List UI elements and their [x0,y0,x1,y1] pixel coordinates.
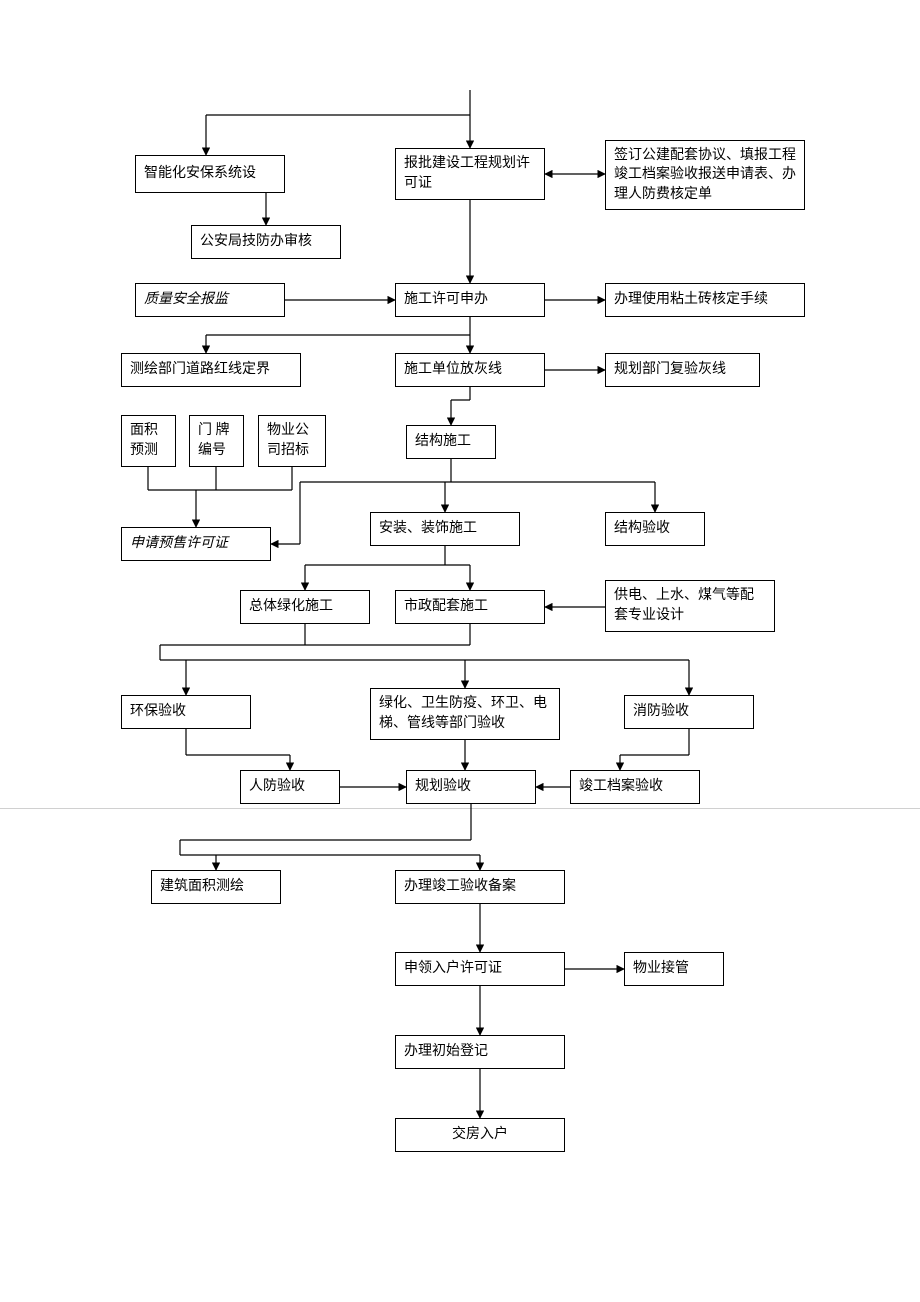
node-n17: 结构验收 [605,512,705,546]
node-n5: 质量安全报监 [135,283,285,317]
node-label: 报批建设工程规划许可证 [404,154,536,193]
node-label: 测绘部门道路红线定界 [130,360,270,380]
node-label: 规划部门复验灰线 [614,360,726,380]
node-label: 物业公司招标 [267,421,317,460]
node-label: 安装、装饰施工 [379,519,477,539]
node-n15: 申请预售许可证 [121,527,271,561]
node-n21: 环保验收 [121,695,251,729]
node-label: 供电、上水、煤气等配套专业设计 [614,586,766,625]
node-n28: 办理竣工验收备案 [395,870,565,904]
node-label: 结构施工 [415,432,471,452]
node-label: 交房入户 [452,1125,508,1145]
node-label: 总体绿化施工 [249,597,333,617]
node-n13: 物业公司招标 [258,415,326,467]
node-label: 物业接管 [633,959,689,979]
node-n23: 消防验收 [624,695,754,729]
node-label: 市政配套施工 [404,597,488,617]
node-n2: 报批建设工程规划许可证 [395,148,545,200]
node-label: 结构验收 [614,519,670,539]
node-label: 质量安全报监 [144,290,228,310]
node-n22: 绿化、卫生防疫、环卫、电梯、管线等部门验收 [370,688,560,740]
node-label: 申请预售许可证 [130,534,228,554]
node-n12: 门 牌编号 [189,415,244,467]
node-label: 规划验收 [415,777,471,797]
node-label: 建筑面积测绘 [160,877,244,897]
node-label: 签订公建配套协议、填报工程竣工档案验收报送申请表、办理人防费核定单 [614,146,796,205]
node-label: 公安局技防办审核 [200,232,312,252]
node-n16: 安装、装饰施工 [370,512,520,546]
node-n6: 施工许可申办 [395,283,545,317]
node-label: 人防验收 [249,777,305,797]
node-n32: 交房入户 [395,1118,565,1152]
node-n18: 总体绿化施工 [240,590,370,624]
node-n3: 签订公建配套协议、填报工程竣工档案验收报送申请表、办理人防费核定单 [605,140,805,210]
node-label: 施工许可申办 [404,290,488,310]
node-label: 环保验收 [130,702,186,722]
node-n19: 市政配套施工 [395,590,545,624]
node-n27: 建筑面积测绘 [151,870,281,904]
node-label: 面积预测 [130,421,167,460]
node-label: 申领入户许可证 [404,959,502,979]
node-label: 施工单位放灰线 [404,360,502,380]
node-n20: 供电、上水、煤气等配套专业设计 [605,580,775,632]
node-n7: 办理使用粘土砖核定手续 [605,283,805,317]
node-n8: 测绘部门道路红线定界 [121,353,301,387]
node-n11: 面积预测 [121,415,176,467]
node-n4: 公安局技防办审核 [191,225,341,259]
node-n31: 办理初始登记 [395,1035,565,1069]
node-n14: 结构施工 [406,425,496,459]
node-n1: 智能化安保系统设 [135,155,285,193]
node-label: 办理使用粘土砖核定手续 [614,290,768,310]
node-label: 办理初始登记 [404,1042,488,1062]
page-divider [0,808,920,809]
node-n10: 规划部门复验灰线 [605,353,760,387]
node-label: 门 牌编号 [198,421,235,460]
node-label: 消防验收 [633,702,689,722]
node-label: 竣工档案验收 [579,777,663,797]
node-n25: 规划验收 [406,770,536,804]
node-n30: 物业接管 [624,952,724,986]
node-label: 办理竣工验收备案 [404,877,516,897]
node-n24: 人防验收 [240,770,340,804]
node-n9: 施工单位放灰线 [395,353,545,387]
node-label: 绿化、卫生防疫、环卫、电梯、管线等部门验收 [379,694,551,733]
node-n26: 竣工档案验收 [570,770,700,804]
node-n29: 申领入户许可证 [395,952,565,986]
node-label: 智能化安保系统设 [144,164,256,184]
